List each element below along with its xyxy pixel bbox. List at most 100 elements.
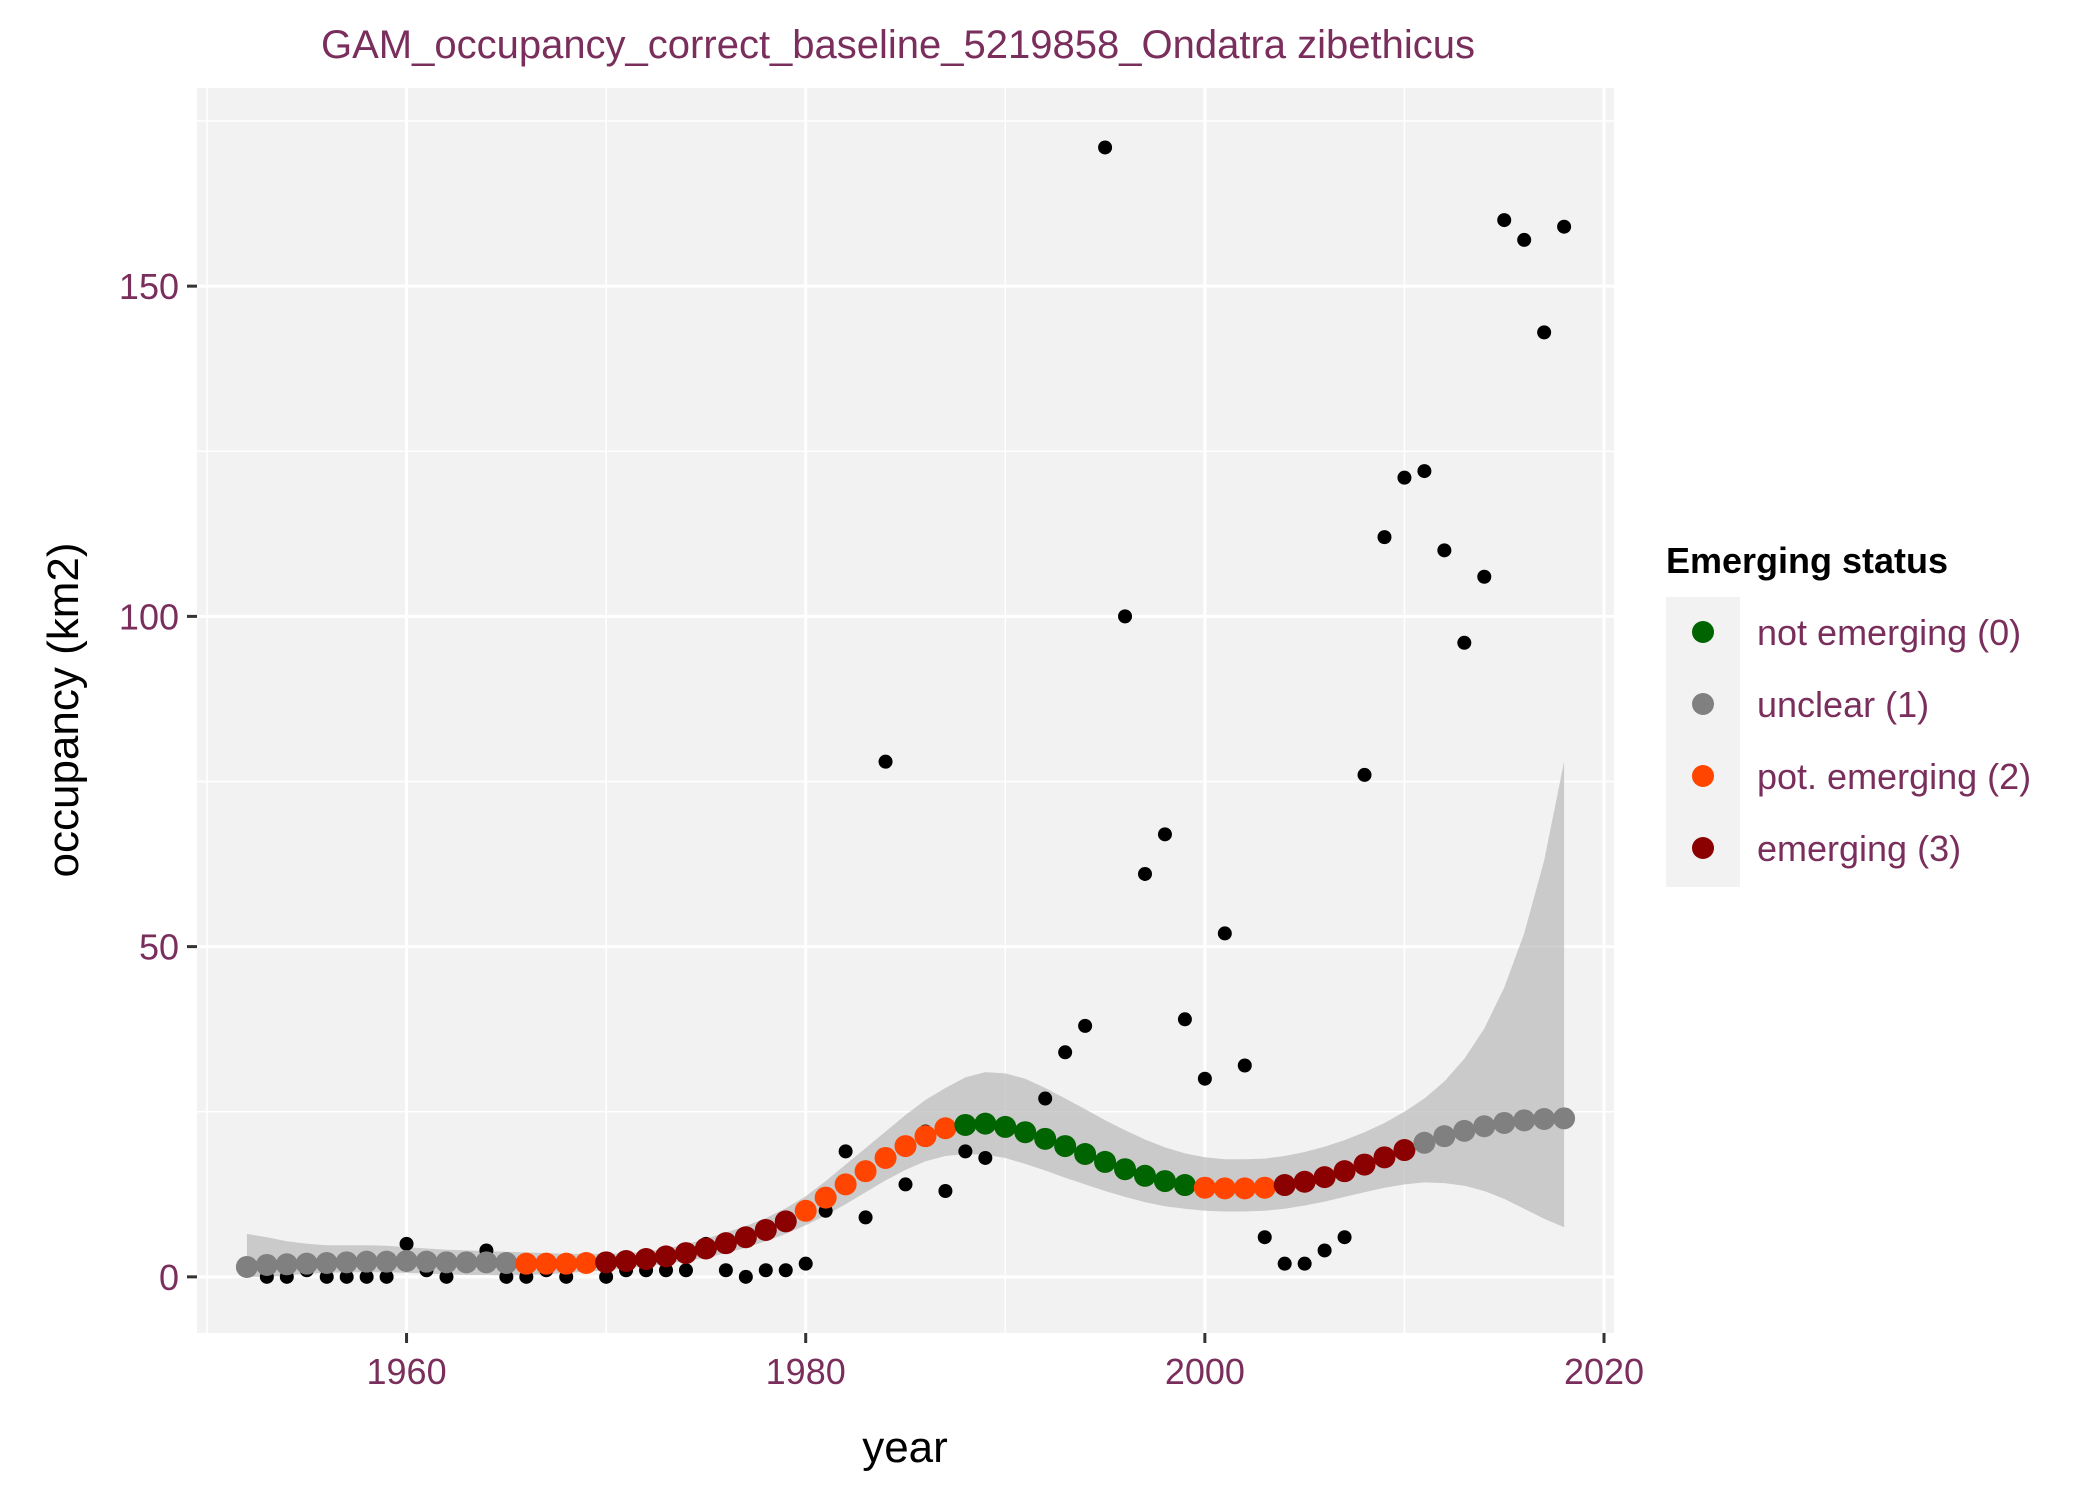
trend-point — [1493, 1111, 1516, 1134]
observed-point — [1217, 926, 1232, 941]
trend-point — [1173, 1174, 1196, 1197]
trend-point — [335, 1251, 358, 1274]
trend-point — [774, 1210, 797, 1233]
trend-point — [615, 1250, 638, 1273]
chart-title: GAM_occupancy_correct_baseline_5219858_O… — [321, 23, 1475, 67]
trend-point — [1133, 1164, 1156, 1187]
trend-point — [1313, 1166, 1336, 1189]
legend-title: Emerging status — [1666, 540, 1948, 581]
legend-label: unclear (1) — [1757, 684, 1929, 725]
observed-point — [958, 1144, 973, 1159]
observed-point — [1237, 1058, 1252, 1073]
observed-point — [938, 1183, 953, 1198]
observed-point — [1098, 140, 1113, 155]
trend-point — [1353, 1153, 1376, 1176]
trend-point — [834, 1173, 857, 1196]
observed-point — [1457, 635, 1472, 650]
trend-point — [415, 1250, 438, 1273]
trend-point — [954, 1113, 977, 1136]
observed-point — [1437, 543, 1452, 558]
observed-point — [1118, 609, 1133, 624]
axes: 1960 1980 2000 2020 0 50 100 150 — [119, 266, 1644, 1392]
trend-point — [555, 1252, 578, 1275]
observed-point — [1078, 1018, 1093, 1033]
trend-point — [734, 1226, 757, 1249]
trend-point — [1433, 1125, 1456, 1148]
y-tick-label: 0 — [159, 1257, 179, 1298]
trend-point — [934, 1117, 957, 1140]
observed-point — [379, 1269, 394, 1284]
trend-point — [235, 1255, 258, 1278]
trend-point — [295, 1252, 318, 1275]
trend-point — [455, 1251, 478, 1274]
trend-point — [515, 1252, 538, 1275]
legend-key — [1692, 765, 1714, 787]
trend-point — [994, 1115, 1017, 1138]
trend-point — [694, 1237, 717, 1260]
trend-point — [1273, 1174, 1296, 1197]
trend-points — [235, 1107, 1576, 1278]
observed-point — [439, 1269, 454, 1284]
observed-point — [758, 1263, 773, 1278]
observed-point — [718, 1263, 733, 1278]
x-axis-title: year — [862, 1423, 948, 1472]
trend-point — [575, 1251, 598, 1274]
x-tick-label: 1980 — [766, 1351, 846, 1392]
trend-point — [1253, 1176, 1276, 1199]
observed-point — [1157, 827, 1172, 842]
observed-point — [1257, 1230, 1272, 1245]
trend-point — [1114, 1158, 1137, 1181]
observed-point — [1337, 1230, 1352, 1245]
legend-key — [1692, 693, 1714, 715]
trend-point — [1533, 1108, 1556, 1131]
observed-point — [1397, 470, 1412, 485]
trend-point — [1473, 1115, 1496, 1138]
observed-point — [1517, 232, 1532, 247]
trend-point — [1054, 1135, 1077, 1158]
observed-point — [858, 1210, 873, 1225]
trend-point — [974, 1112, 997, 1135]
observed-point — [1197, 1071, 1212, 1086]
observed-point — [878, 754, 893, 769]
trend-point — [1014, 1121, 1037, 1144]
observed-point — [798, 1256, 813, 1271]
observed-point — [838, 1144, 853, 1159]
trend-point — [1233, 1177, 1256, 1200]
legend-label: not emerging (0) — [1757, 612, 2021, 653]
y-tick-label: 100 — [119, 596, 179, 637]
trend-point — [375, 1250, 398, 1273]
trend-point — [1193, 1176, 1216, 1199]
trend-point — [1094, 1150, 1117, 1173]
observed-point — [599, 1269, 614, 1284]
observed-point — [1177, 1012, 1192, 1027]
observed-point — [1277, 1256, 1292, 1271]
trend-point — [754, 1218, 777, 1241]
observed-point — [1297, 1256, 1312, 1271]
trend-point — [1453, 1119, 1476, 1142]
trend-point — [1413, 1131, 1436, 1154]
observed-point — [359, 1269, 374, 1284]
observed-point — [778, 1263, 793, 1278]
observed-point — [1557, 219, 1572, 234]
trend-point — [1293, 1170, 1316, 1193]
observed-point — [678, 1263, 693, 1278]
trend-point — [794, 1199, 817, 1222]
trend-point — [1213, 1177, 1236, 1200]
legend-key — [1692, 621, 1714, 643]
trend-point — [814, 1186, 837, 1209]
observed-point — [1038, 1091, 1053, 1106]
trend-point — [495, 1251, 518, 1274]
observed-point — [1377, 530, 1392, 545]
observed-point — [399, 1236, 414, 1251]
trend-point — [1074, 1143, 1097, 1166]
trend-point — [355, 1250, 378, 1273]
y-tick-label: 50 — [139, 927, 179, 968]
trend-point — [894, 1135, 917, 1158]
trend-point — [255, 1253, 278, 1276]
trend-point — [435, 1251, 458, 1274]
trend-point — [1513, 1109, 1536, 1132]
observed-point — [978, 1150, 993, 1165]
y-axis-title: occupancy (km2) — [39, 542, 88, 877]
observed-point — [1417, 464, 1432, 479]
trend-point — [315, 1251, 338, 1274]
